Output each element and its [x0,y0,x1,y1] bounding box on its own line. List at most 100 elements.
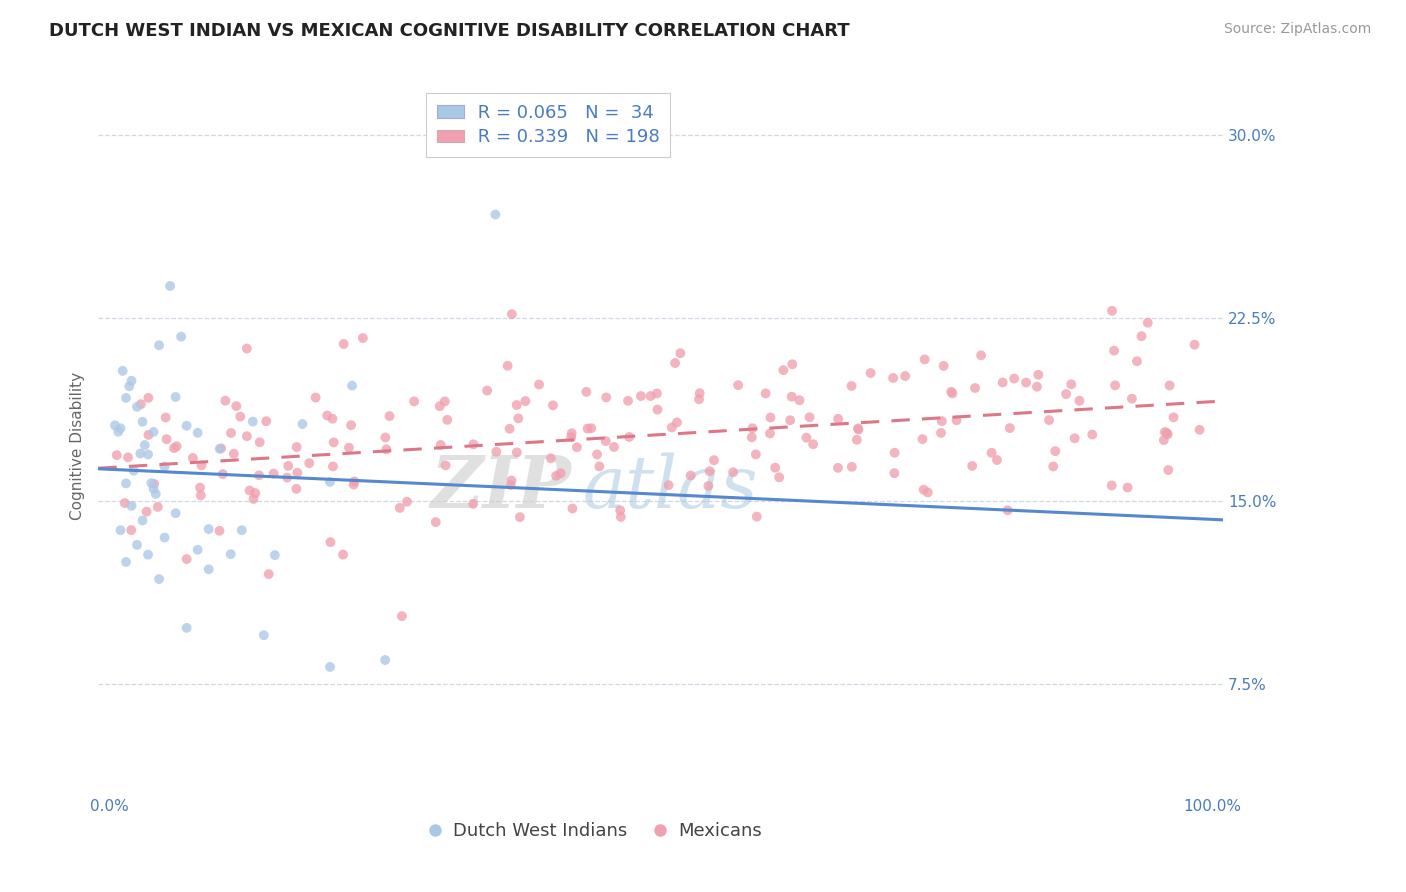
Point [208,442,231,456]
Point [118,379,141,393]
Point [515,394,537,409]
Point [155,410,177,425]
Point [165,506,187,520]
Point [298,456,321,470]
Point [1102,343,1125,358]
Point [138,428,160,442]
Point [498,422,520,436]
Point [253,628,276,642]
Point [222,447,245,461]
Point [285,482,308,496]
Point [337,441,360,455]
Point [190,458,212,473]
Point [340,378,363,392]
Point [436,413,458,427]
Point [229,409,252,424]
Point [304,391,326,405]
Point [565,440,588,454]
Text: ZIP: ZIP [430,452,571,524]
Point [190,488,212,502]
Point [425,515,447,529]
Point [782,357,804,371]
Point [609,503,631,517]
Point [647,402,669,417]
Point [484,208,506,222]
Point [121,499,143,513]
Point [561,501,583,516]
Point [997,503,1019,517]
Point [219,425,242,440]
Point [883,446,905,460]
Point [148,572,170,586]
Point [214,393,236,408]
Point [136,447,159,461]
Point [219,547,242,561]
Point [125,400,148,414]
Point [789,393,811,408]
Point [772,363,794,377]
Point [1156,426,1178,441]
Point [664,356,686,370]
Point [745,509,768,524]
Point [115,555,138,569]
Point [848,423,870,437]
Point [115,476,138,491]
Point [1026,368,1049,382]
Point [225,399,247,413]
Point [129,397,152,411]
Point [912,483,935,497]
Point [550,467,572,481]
Point [142,425,165,439]
Point [882,371,904,385]
Y-axis label: Cognitive Disability: Cognitive Disability [69,372,84,520]
Point [404,394,426,409]
Point [131,415,153,429]
Text: DUTCH WEST INDIAN VS MEXICAN COGNITIVE DISABILITY CORRELATION CHART: DUTCH WEST INDIAN VS MEXICAN COGNITIVE D… [49,22,849,40]
Point [263,548,285,562]
Point [796,431,818,445]
Point [208,524,231,538]
Point [496,359,519,373]
Point [505,398,527,412]
Point [759,410,782,425]
Point [931,414,953,428]
Point [375,442,398,457]
Point [122,464,145,478]
Point [153,531,176,545]
Point [134,438,156,452]
Point [129,446,152,460]
Point [155,432,177,446]
Point [1026,380,1049,394]
Point [378,409,401,423]
Point [610,510,633,524]
Point [114,496,136,510]
Point [322,459,344,474]
Point [1042,459,1064,474]
Point [131,513,153,527]
Point [165,390,187,404]
Point [541,398,564,412]
Point [581,421,603,435]
Point [1081,427,1104,442]
Point [263,467,285,481]
Point [291,417,314,431]
Point [745,447,768,461]
Point [561,426,583,441]
Point [763,460,786,475]
Point [138,391,160,405]
Point [963,381,986,395]
Point [941,386,963,401]
Point [827,460,849,475]
Point [658,478,681,492]
Point [463,497,485,511]
Point [991,376,1014,390]
Point [475,384,498,398]
Point [1045,444,1067,458]
Point [801,437,824,451]
Point [699,464,721,478]
Point [1015,376,1038,390]
Point [434,458,457,473]
Point [343,475,366,489]
Point [319,660,342,674]
Point [321,411,343,425]
